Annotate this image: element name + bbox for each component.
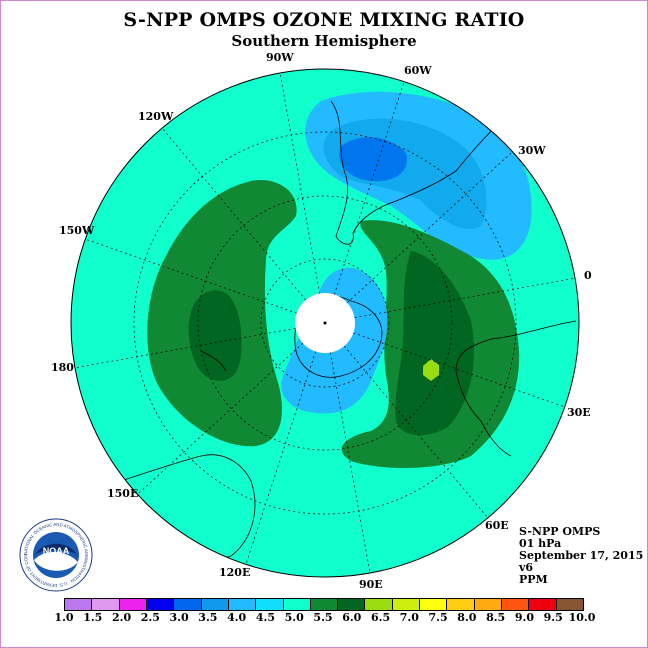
lon-label-120w: 120W bbox=[138, 110, 174, 123]
lon-label-30e: 30E bbox=[567, 406, 591, 419]
lon-label-90w: 90W bbox=[266, 51, 294, 64]
colorbar-tick-label: 4.5 bbox=[255, 611, 275, 624]
colorbar-swatch bbox=[283, 599, 311, 610]
colorbar bbox=[64, 598, 584, 611]
colorbar-tick-label: 2.0 bbox=[111, 611, 132, 624]
colorbar-swatch bbox=[420, 599, 448, 610]
info-block: S-NPP OMPS 01 hPa September 17, 2015 v6 … bbox=[519, 526, 643, 586]
colorbar-swatch bbox=[502, 599, 530, 610]
colorbar-swatch bbox=[146, 599, 175, 610]
south-pole-marker bbox=[323, 321, 327, 325]
info-level: 01 hPa bbox=[519, 537, 562, 550]
noaa-logo-text: NOAA bbox=[43, 546, 70, 556]
graticule bbox=[73, 72, 577, 574]
lon-label-150w: 150W bbox=[59, 224, 95, 237]
colorbar-tick-label: 9.0 bbox=[514, 611, 534, 624]
colorbar-tick-label: 7.5 bbox=[428, 611, 448, 624]
lon-label-150e: 150E bbox=[107, 487, 139, 500]
coast-south-america bbox=[330, 100, 502, 245]
colorbar-swatch bbox=[365, 599, 393, 610]
colorbar-swatch bbox=[65, 599, 93, 610]
coast-africa bbox=[455, 320, 577, 457]
colorbar-tick-label: 9.5 bbox=[543, 611, 563, 624]
colorbar-swatch bbox=[256, 599, 284, 610]
colorbar-tick-label: 2.5 bbox=[140, 611, 160, 624]
map-title: S-NPP OMPS OZONE MIXING RATIO bbox=[123, 9, 525, 31]
colorbar-tick-label: 10.0 bbox=[568, 611, 596, 624]
colorbar-swatch bbox=[447, 599, 475, 610]
colorbar-tick-label: 3.5 bbox=[198, 611, 218, 624]
colorbar-swatch bbox=[392, 599, 421, 610]
info-version: v6 bbox=[519, 561, 534, 574]
lon-label-60e: 60E bbox=[485, 519, 509, 532]
colorbar-tick-label: 8.0 bbox=[457, 611, 477, 624]
lon-label-30w: 30W bbox=[518, 144, 546, 157]
colorbar-swatch bbox=[174, 599, 202, 610]
colorbar-tick-label: 4.0 bbox=[227, 611, 247, 624]
map-subtitle: Southern Hemisphere bbox=[231, 32, 417, 50]
colorbar-swatch bbox=[119, 599, 147, 610]
map-boundary bbox=[70, 68, 580, 578]
colorbar-tick-label: 6.0 bbox=[342, 611, 362, 624]
colorbar-swatch bbox=[529, 599, 557, 610]
info-instrument: S-NPP OMPS bbox=[519, 525, 601, 538]
coast-nz bbox=[200, 350, 227, 372]
colorbar-tick-label: 1.0 bbox=[54, 611, 74, 624]
colorbar-tick-label: 1.5 bbox=[83, 611, 103, 624]
colorbar-swatch bbox=[556, 599, 583, 610]
contour-6-0-west bbox=[188, 290, 242, 381]
lon-label-60w: 60W bbox=[404, 64, 432, 77]
colorbar-swatch bbox=[228, 599, 257, 610]
coastlines bbox=[120, 100, 577, 562]
colorbar-swatch bbox=[201, 599, 229, 610]
colorbar-tick-label: 8.5 bbox=[486, 611, 506, 624]
info-date: September 17, 2015 bbox=[519, 549, 644, 562]
colorbar-swatch bbox=[338, 599, 366, 610]
colorbar-tick-label: 6.5 bbox=[370, 611, 391, 624]
lon-label-180: 180 bbox=[51, 361, 74, 374]
contour-6-5-east bbox=[423, 359, 439, 381]
colorbar-swatch bbox=[92, 599, 120, 610]
contour-3-5-north bbox=[339, 137, 407, 182]
info-units: PPM bbox=[519, 573, 548, 586]
lon-label-0: 0 bbox=[584, 269, 592, 282]
colorbar-tick-label: 3.0 bbox=[169, 611, 189, 624]
lon-label-120e: 120E bbox=[219, 566, 251, 579]
colorbar-tick-label: 5.0 bbox=[284, 611, 304, 624]
colorbar-ticks: 1.0 1.5 2.0 2.5 3.0 3.5 4.0 4.5 5.0 5.5 6.0 6.5 7.0 7… bbox=[50, 611, 598, 625]
colorbar-swatch bbox=[310, 599, 339, 610]
colorbar-tick-label: 5.5 bbox=[313, 611, 333, 624]
colorbar-tick-label: 7.0 bbox=[399, 611, 419, 624]
coast-antarctica bbox=[294, 295, 383, 378]
contour-6-0-east bbox=[395, 251, 475, 436]
noaa-logo: NOAA NATIONAL OCEANIC AND ATMOSPHERIC AD… bbox=[19, 518, 93, 592]
colorbar-swatch bbox=[474, 599, 502, 610]
lon-label-90e: 90E bbox=[359, 578, 383, 591]
